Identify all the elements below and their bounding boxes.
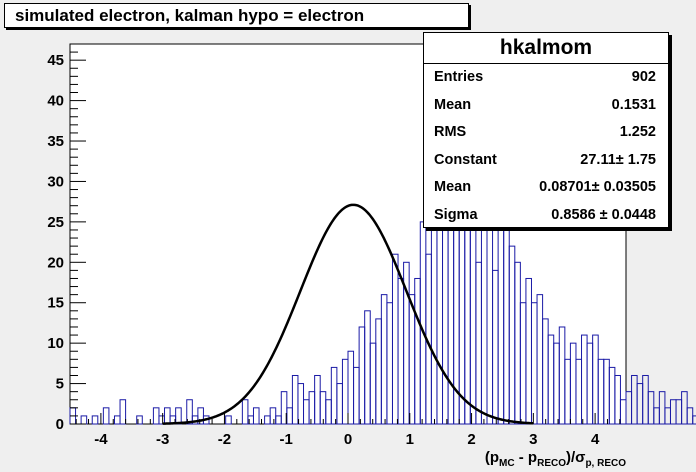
histogram-bin: [642, 374, 649, 425]
x-axis-label: (pMC - pRECO)/σp, RECO: [485, 449, 626, 469]
stats-label: Constant: [434, 151, 497, 168]
y-tick-label: 25: [47, 214, 64, 231]
histogram-bin: [686, 407, 694, 425]
histogram-bin: [625, 391, 633, 425]
y-tick-label: 20: [47, 254, 64, 271]
x-tick-label: -3: [156, 431, 169, 448]
histogram-bin: [102, 407, 110, 425]
histogram-bin: [664, 407, 671, 425]
histogram-bin: [631, 374, 638, 425]
x-tick-label: -1: [280, 431, 293, 448]
histogram-bin: [241, 399, 249, 425]
stats-histogram-name: hkalmom: [424, 33, 668, 64]
stats-box: hkalmom Entries 902 Mean 0.1531 RMS 1.25…: [423, 32, 669, 228]
y-tick-label: 10: [47, 335, 64, 352]
stats-value: 902: [631, 69, 656, 85]
x-tick-label: 0: [344, 431, 352, 448]
stats-label: Entries: [434, 69, 484, 85]
histogram-bin: [119, 399, 127, 425]
y-tick-label: 35: [47, 133, 64, 150]
stats-row-rms: RMS 1.252: [424, 119, 668, 147]
x-tick-label: 3: [529, 431, 537, 448]
stats-label: Mean: [434, 96, 472, 113]
stats-row-entries: Entries 902: [424, 64, 668, 92]
x-tick-label: -4: [94, 431, 108, 448]
stats-value: 0.8586 ± 0.0448: [551, 206, 656, 223]
x-tick-label: 2: [467, 431, 475, 448]
histogram-bin: [653, 407, 660, 425]
y-tick-label: 40: [47, 93, 64, 110]
histogram-bin: [186, 399, 193, 425]
stats-row-fit-mean: Mean 0.08701± 0.03505: [424, 174, 668, 202]
histogram-bin: [225, 415, 232, 425]
x-tick-label: 4: [591, 431, 600, 448]
stats-label: Mean: [434, 179, 472, 196]
histogram-bin: [669, 399, 677, 425]
y-tick-label: 0: [56, 416, 64, 433]
stats-value: 27.11± 1.75: [580, 151, 656, 168]
stats-label: Sigma: [434, 206, 478, 223]
stats-label: RMS: [434, 124, 467, 141]
y-tick-label: 45: [47, 52, 64, 69]
histogram-bin: [91, 415, 99, 425]
stats-value: 1.252: [619, 124, 656, 141]
x-tick-label: -2: [218, 431, 231, 448]
stats-row-sigma: Sigma 0.8586 ± 0.0448: [424, 202, 668, 230]
histogram-bin: [658, 391, 666, 425]
stats-row-mean: Mean 0.1531: [424, 92, 668, 120]
histogram-bin: [636, 383, 644, 425]
stats-value: 0.1531: [611, 96, 656, 113]
x-tick-label: 1: [406, 431, 414, 448]
gaussian-fit-curve: [162, 203, 534, 425]
histogram-bin: [675, 399, 683, 425]
y-tick-label: 15: [47, 295, 64, 312]
y-tick-label: 30: [47, 173, 64, 190]
stats-row-constant: Constant 27.11± 1.75: [424, 147, 668, 175]
stats-value: 0.08701± 0.03505: [539, 179, 656, 196]
histogram-bin: [252, 407, 260, 425]
y-tick-label: 5: [56, 376, 64, 393]
histogram-bin: [647, 391, 655, 425]
histogram-bin: [681, 391, 688, 425]
chart-title: simulated electron, kalman hypo = electr…: [4, 3, 469, 28]
histogram-bin: [136, 415, 143, 425]
